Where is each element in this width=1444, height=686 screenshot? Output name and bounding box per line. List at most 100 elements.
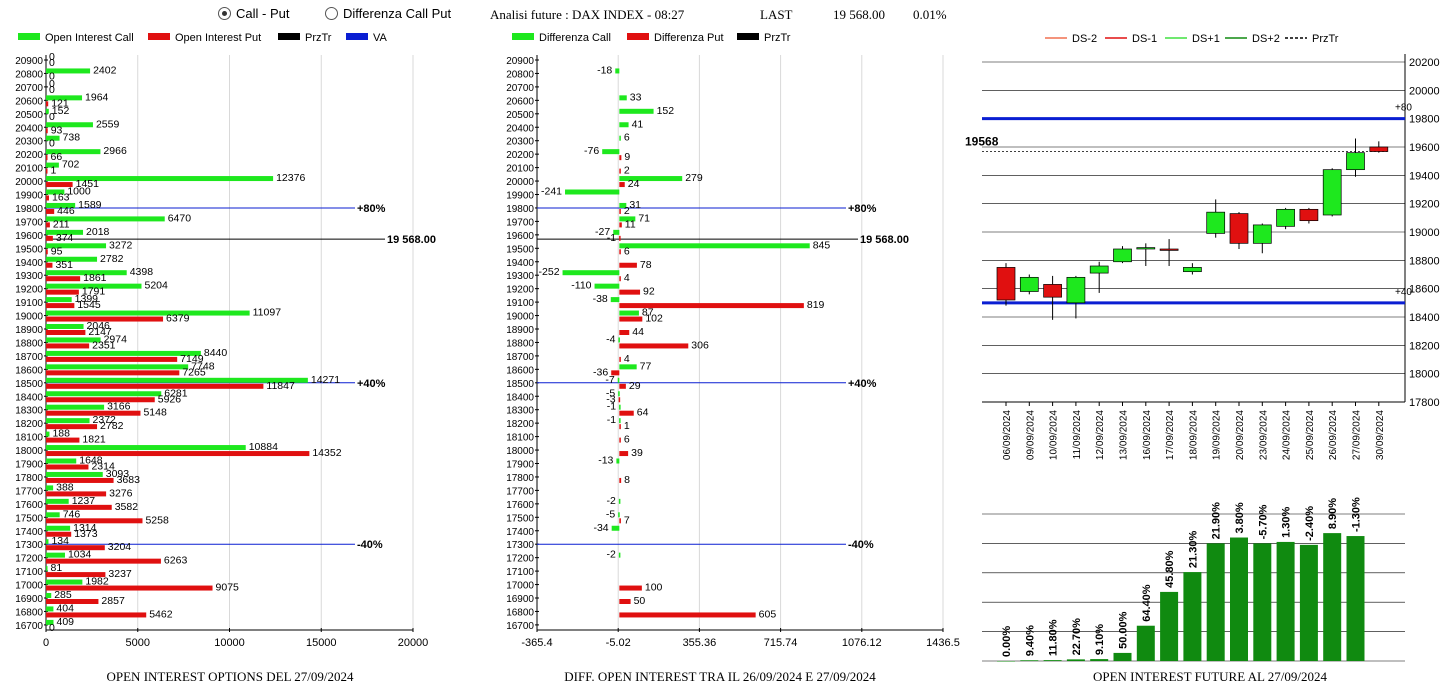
put-bar xyxy=(46,477,114,483)
call-bar xyxy=(46,135,60,141)
put-bar xyxy=(619,383,626,389)
strike-label: 17600 xyxy=(15,500,43,511)
put-bar xyxy=(46,504,112,510)
strike-label: 19500 xyxy=(15,244,43,255)
put-value-label: 211 xyxy=(53,218,70,230)
future-bar xyxy=(1253,543,1272,661)
call-bar xyxy=(46,229,84,235)
call-bar xyxy=(46,108,49,114)
legend-label: PrzTr xyxy=(1312,33,1339,45)
future-label: 64.40% xyxy=(1141,584,1153,622)
call-bar xyxy=(46,458,77,464)
strike-label: 18000 xyxy=(15,446,43,457)
strike-label: 20700 xyxy=(506,83,534,94)
x-tick-label: 715.74 xyxy=(764,637,798,649)
put-value-label: 5148 xyxy=(143,407,167,419)
put-bar xyxy=(46,356,178,362)
call-value-label: 702 xyxy=(62,159,80,171)
legend-swatch xyxy=(512,33,534,40)
call-value-label: -252 xyxy=(539,266,560,278)
put-value-label: 446 xyxy=(57,205,75,217)
put-bar xyxy=(46,531,72,537)
put-value-label: 3683 xyxy=(117,474,141,486)
future-bar xyxy=(1323,533,1342,661)
radio-call-put[interactable]: Call - Put xyxy=(218,6,289,21)
call-bar xyxy=(46,539,49,545)
strike-label: 18600 xyxy=(15,365,43,376)
put-value-label: 4 xyxy=(624,272,630,284)
call-value-label: -27 xyxy=(595,226,610,238)
call-value-label: -1 xyxy=(607,401,616,413)
call-value-label: 3272 xyxy=(109,239,133,251)
call-value-label: 6281 xyxy=(164,387,188,399)
call-bar xyxy=(46,310,250,316)
strike-label: 19300 xyxy=(15,271,43,282)
call-value-label: 31 xyxy=(629,199,641,211)
future-label: 1.30% xyxy=(1281,507,1293,538)
call-bar xyxy=(46,606,54,612)
candle-body xyxy=(1299,208,1319,222)
call-bar xyxy=(46,404,105,410)
strike-label: 19600 xyxy=(506,231,534,242)
reference-label: 19 568.00 xyxy=(860,234,909,246)
future-label: 8.90% xyxy=(1327,498,1339,529)
call-bar xyxy=(46,176,274,182)
strike-label: 20600 xyxy=(506,96,534,107)
put-value-label: 64 xyxy=(637,407,649,419)
put-value-label: 102 xyxy=(645,313,663,325)
reference-label: +40% xyxy=(848,378,877,390)
legend-label: DS-2 xyxy=(1072,33,1097,45)
put-value-label: 6 xyxy=(624,434,630,446)
strike-label: 18600 xyxy=(506,365,534,376)
strike-label: 17300 xyxy=(15,540,43,551)
call-value-label: 2974 xyxy=(104,333,128,345)
future-bar xyxy=(1183,572,1202,661)
call-bar xyxy=(613,229,620,235)
strike-label: 20200 xyxy=(506,150,534,161)
strike-label: 20800 xyxy=(15,69,43,80)
strike-label: 16800 xyxy=(15,607,43,618)
put-bar xyxy=(619,262,637,268)
legend-swatch xyxy=(18,33,40,40)
put-value-label: 2314 xyxy=(91,461,115,473)
future-bar xyxy=(1206,543,1225,661)
future-label: 22.70% xyxy=(1071,618,1083,656)
call-value-label: 152 xyxy=(657,105,675,117)
strike-label: 18400 xyxy=(15,392,43,403)
call-bar xyxy=(46,95,83,101)
put-bar xyxy=(619,276,621,282)
radio-diff[interactable]: Differenza Call Put xyxy=(325,6,451,21)
x-tick-label: 1076.12 xyxy=(842,637,882,649)
strike-label: 19100 xyxy=(506,298,534,309)
future-bar xyxy=(1346,536,1365,661)
strike-label: 19500 xyxy=(506,244,534,255)
put-value-label: 2782 xyxy=(100,420,124,432)
put-value-label: 1791 xyxy=(82,286,106,298)
date-label: 06/09/2024 xyxy=(1002,410,1013,460)
call-value-label: 71 xyxy=(638,212,650,224)
future-label: 3.80% xyxy=(1234,502,1246,533)
call-bar xyxy=(619,404,621,410)
last-change: 0.01% xyxy=(913,7,947,22)
call-value-label: 388 xyxy=(56,481,74,493)
future-label: 21.90% xyxy=(1211,502,1223,540)
put-bar xyxy=(46,289,79,295)
legend-label: Differenza Put xyxy=(654,32,724,44)
call-value-label: -18 xyxy=(597,64,612,76)
date-label: 24/09/2024 xyxy=(1282,410,1293,460)
legend-label: Open Interest Call xyxy=(45,32,134,44)
put-value-label: 66 xyxy=(51,151,63,163)
call-bar xyxy=(46,391,162,397)
legend-swatch xyxy=(737,33,759,40)
candle-body xyxy=(1322,169,1342,216)
future-bar xyxy=(1230,537,1248,661)
call-value-label: -5 xyxy=(606,387,615,399)
put-bar xyxy=(619,356,621,362)
call-bar xyxy=(46,297,72,303)
call-bar xyxy=(46,431,50,437)
put-value-label: 7149 xyxy=(180,353,204,365)
call-value-label: 404 xyxy=(56,602,74,614)
call-value-label: 8440 xyxy=(204,347,228,359)
strike-label: 18700 xyxy=(15,352,43,363)
